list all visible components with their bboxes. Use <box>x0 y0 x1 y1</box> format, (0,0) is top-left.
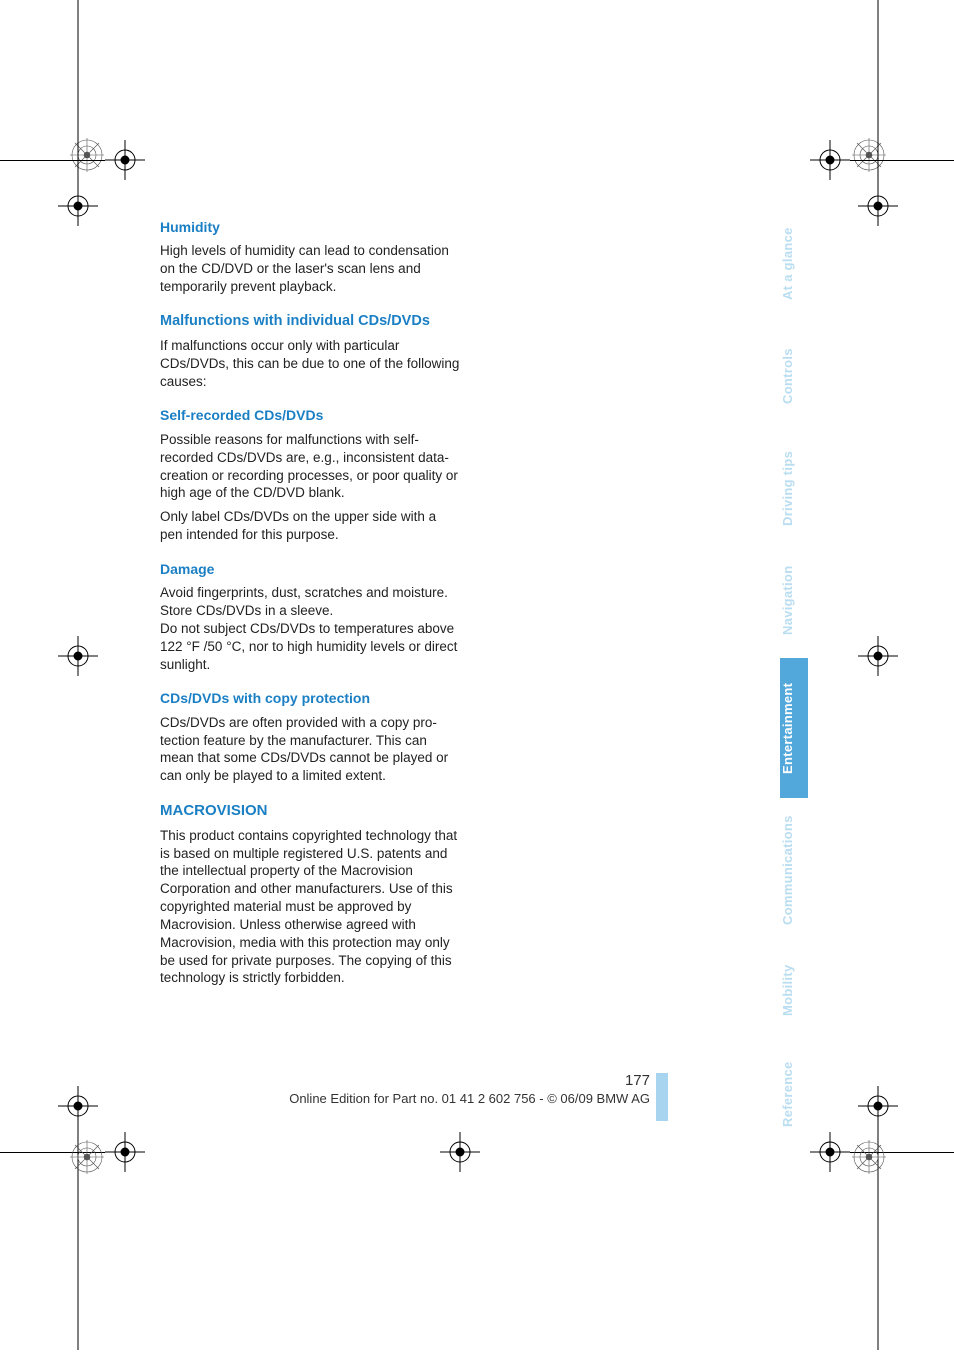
body-damage-3: Do not subject CDs/DVDs to temperatures … <box>160 620 460 673</box>
crop-line <box>858 0 898 195</box>
section-copy-protection: CDs/DVDs with copy protection CDs/DVDs a… <box>160 689 460 785</box>
crop-line <box>58 0 98 195</box>
heading-malfunctions: Malfunctions with individual CDs/DVDs <box>160 312 460 331</box>
crop-rosette-icon <box>70 1140 104 1174</box>
content-column: Humidity High levels of humidity can lea… <box>160 218 460 1003</box>
crop-rosette-icon <box>852 1140 886 1174</box>
section-malfunctions: Malfunctions with individual CDs/DVDs If… <box>160 312 460 391</box>
crop-mark-icon <box>58 1086 98 1126</box>
crop-mark-icon <box>105 140 145 180</box>
section-self-recorded: Self-recorded CDs/DVDs Possible reasons … <box>160 406 460 543</box>
crop-mark-icon <box>810 1132 850 1172</box>
body-humidity: High levels of humidity can lead to cond… <box>160 242 460 295</box>
footer-line: Online Edition for Part no. 01 41 2 602 … <box>289 1091 650 1106</box>
body-malfunctions: If malfunctions occur only with particul… <box>160 337 460 390</box>
section-tab[interactable]: Controls <box>780 322 808 430</box>
section-macrovision: MACROVISION This product contains copyri… <box>160 801 460 987</box>
section-tab[interactable]: Communications <box>780 802 808 938</box>
crop-mark-icon <box>858 636 898 676</box>
body-damage-1: Avoid fingerprints, dust, scratches and … <box>160 584 460 602</box>
heading-humidity: Humidity <box>160 218 460 236</box>
section-tab[interactable]: Navigation <box>780 546 808 654</box>
section-tab[interactable]: Entertainment <box>780 658 808 798</box>
crop-mark-icon <box>105 1132 145 1172</box>
body-self-recorded-2: Only label CDs/DVDs on the upper side wi… <box>160 508 460 544</box>
crop-mark-icon <box>58 636 98 676</box>
section-tab[interactable]: At a glance <box>780 210 808 318</box>
section-tab[interactable]: Driving tips <box>780 434 808 542</box>
heading-damage: Damage <box>160 560 460 578</box>
heading-self-recorded: Self-recorded CDs/DVDs <box>160 406 460 424</box>
body-macrovision: This product contains copyrighted techno… <box>160 827 460 987</box>
page-number: 177 <box>160 1072 650 1089</box>
body-copy-protection: CDs/DVDs are often provided with a copy … <box>160 714 460 785</box>
page-number-bar <box>656 1073 668 1121</box>
section-tab[interactable]: Mobility <box>780 942 808 1038</box>
heading-macrovision: MACROVISION <box>160 801 460 821</box>
heading-copy-protection: CDs/DVDs with copy protection <box>160 689 460 707</box>
crop-mark-icon <box>440 1132 480 1172</box>
body-damage-2: Store CDs/DVDs in a sleeve. <box>160 602 460 620</box>
body-self-recorded-1: Possible reasons for malfunctions with s… <box>160 431 460 502</box>
page: Humidity High levels of humidity can lea… <box>0 0 954 1350</box>
page-footer: 177 Online Edition for Part no. 01 41 2 … <box>160 1072 650 1106</box>
section-tab[interactable]: Reference <box>780 1042 808 1146</box>
crop-mark-icon <box>858 1086 898 1126</box>
section-damage: Damage Avoid fingerprints, dust, scratch… <box>160 560 460 674</box>
section-humidity: Humidity High levels of humidity can lea… <box>160 218 460 296</box>
section-tabs: At a glance Controls Driving tips Navigatio… <box>780 210 808 1150</box>
crop-mark-icon <box>810 140 850 180</box>
